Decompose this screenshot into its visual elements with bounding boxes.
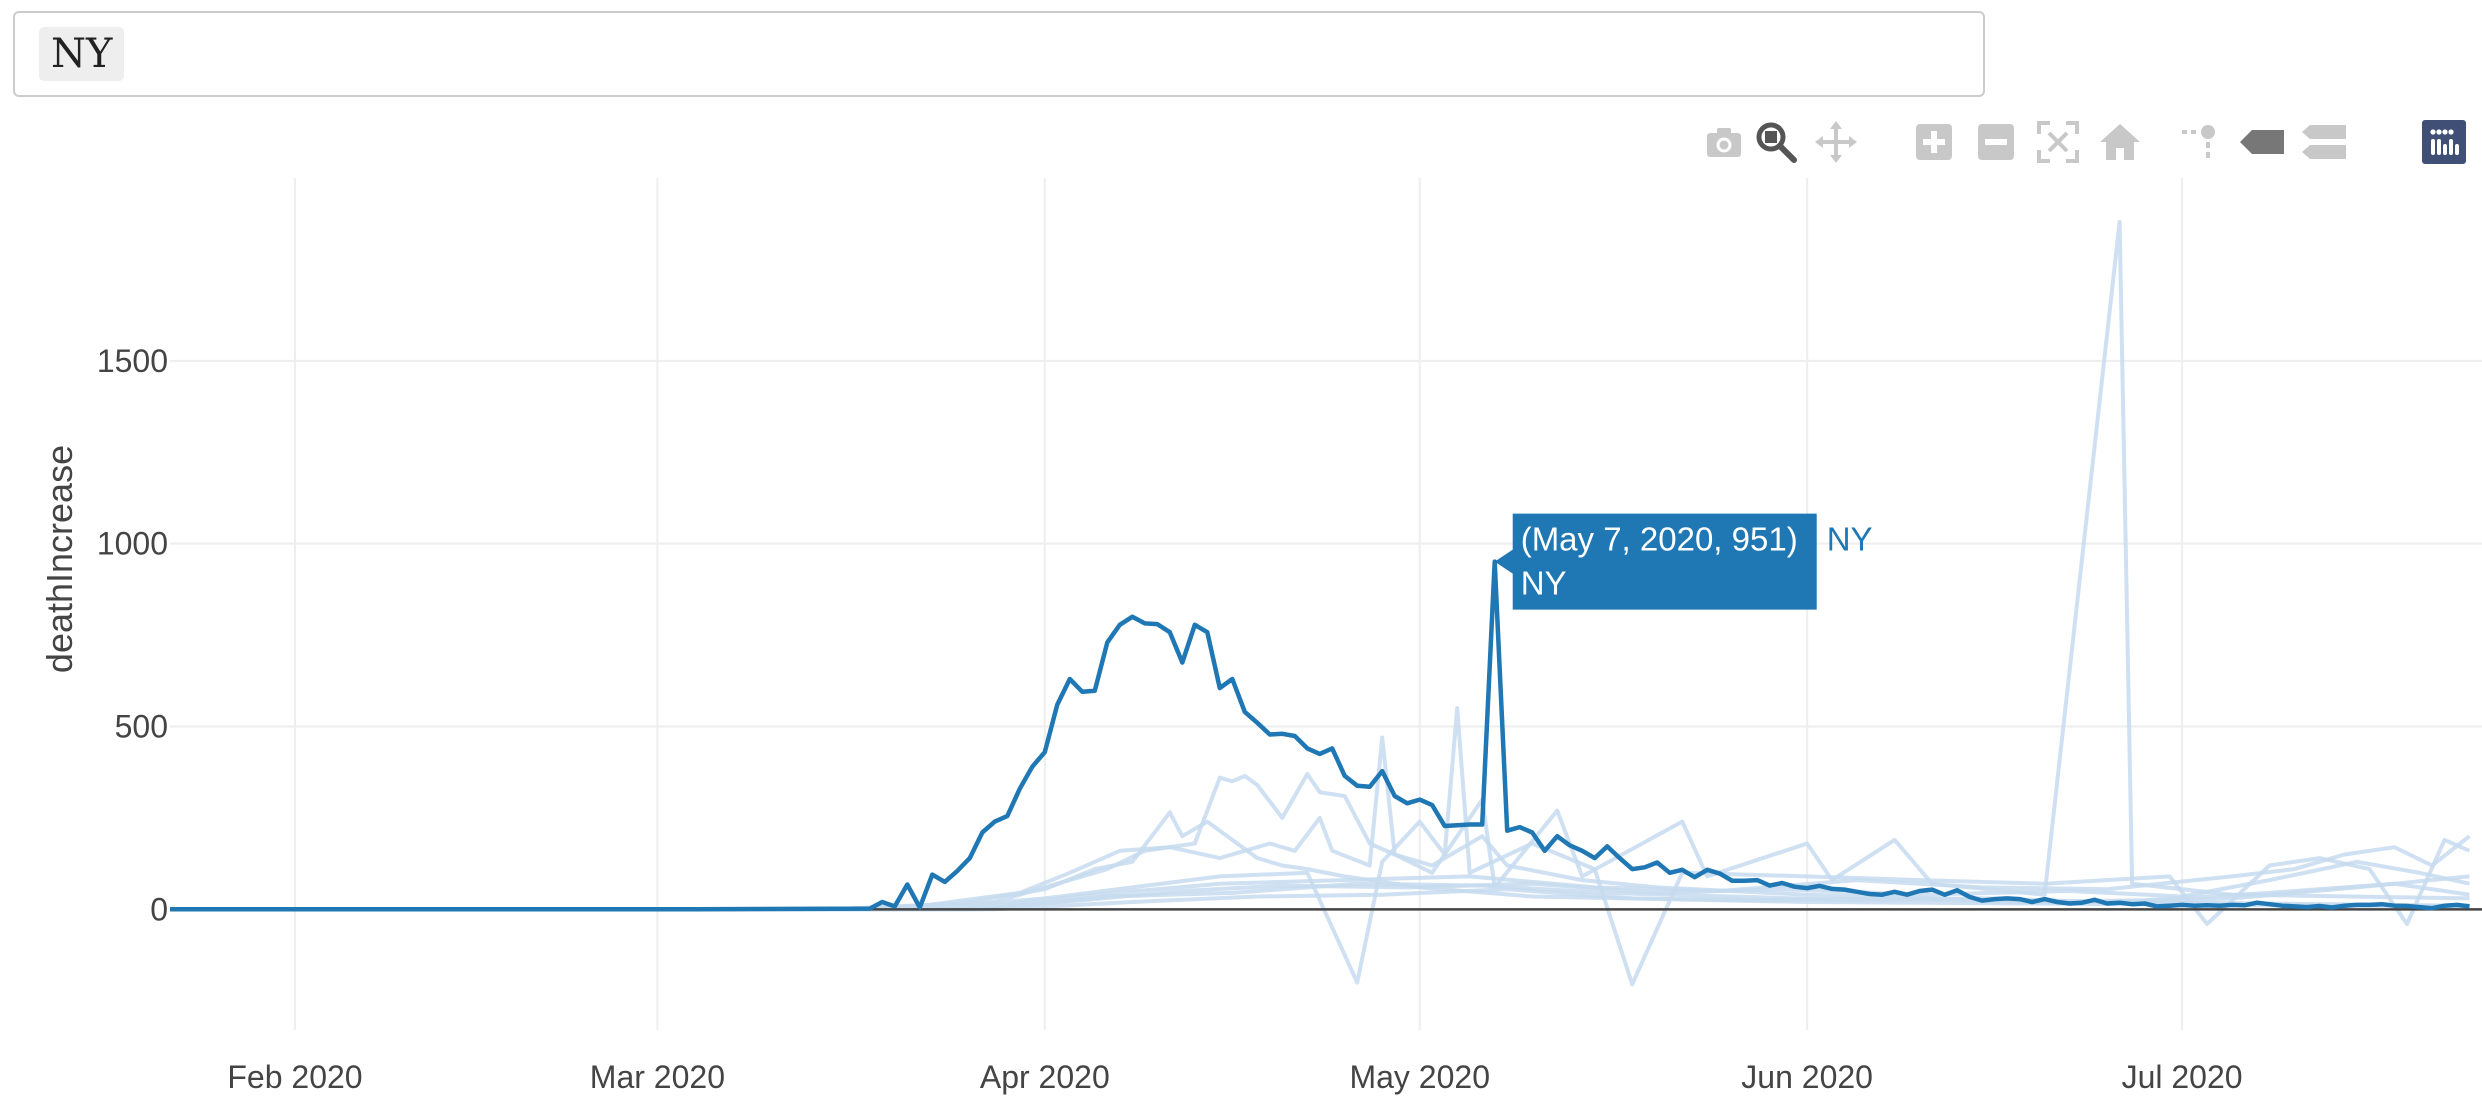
state-filter-select[interactable]: NY	[13, 11, 1985, 97]
hover-label-value: (May 7, 2020, 951)	[1521, 521, 1798, 558]
background-series-line	[170, 772, 2470, 912]
hover-closest-icon[interactable]	[2238, 118, 2286, 166]
chart-modebar	[1700, 118, 2482, 168]
background-series-group	[170, 219, 2471, 987]
axis-ticks: Feb 2020 Mar 2020 Apr 2020 May 2020 Jun 2020…	[97, 343, 2243, 1095]
x-tick-label: Feb 2020	[227, 1059, 362, 1095]
y-tick-label: 0	[150, 891, 168, 927]
selected-state-chip[interactable]: NY	[39, 27, 125, 81]
autoscale-icon[interactable]	[2034, 118, 2082, 166]
x-tick-label: Mar 2020	[590, 1059, 725, 1095]
y-tick-label: 1000	[97, 526, 168, 562]
plotly-logo-icon[interactable]	[2420, 118, 2468, 166]
reset-axes-icon[interactable]	[2096, 118, 2144, 166]
hover-label-series: NY	[1521, 565, 1567, 602]
background-series-line	[170, 874, 2470, 912]
background-series-line	[170, 706, 2471, 987]
y-axis-title: deathIncrease	[39, 445, 80, 673]
zoom-out-icon[interactable]	[1972, 118, 2020, 166]
spike-lines-icon[interactable]	[2176, 118, 2224, 166]
y-tick-label: 500	[115, 708, 168, 744]
hover-tooltip: (May 7, 2020, 951) NY NY	[1494, 513, 1873, 610]
background-series-line	[170, 219, 2470, 912]
hover-compare-icon[interactable]	[2300, 118, 2348, 166]
highlighted-series-group	[170, 559, 2470, 912]
x-tick-label: Apr 2020	[980, 1059, 1110, 1095]
zoom-in-icon[interactable]	[1910, 118, 1958, 166]
ny-series-line[interactable]	[170, 559, 2470, 912]
x-tick-label: May 2020	[1349, 1059, 1490, 1095]
camera-icon[interactable]	[1700, 118, 1748, 166]
x-tick-label: Jun 2020	[1741, 1059, 1873, 1095]
death-increase-line-chart: Feb 2020 Mar 2020 Apr 2020 May 2020 Jun 2020…	[39, 178, 2482, 1095]
hover-label-box	[1494, 513, 1817, 610]
x-tick-label: Jul 2020	[2122, 1059, 2243, 1095]
hover-series-name: NY	[1827, 521, 1873, 558]
background-series-line	[170, 834, 2471, 912]
pan-icon[interactable]	[1812, 118, 1860, 166]
zoom-icon[interactable]	[1752, 118, 1800, 166]
background-series-line	[170, 881, 2470, 912]
y-tick-label: 1500	[97, 343, 168, 379]
